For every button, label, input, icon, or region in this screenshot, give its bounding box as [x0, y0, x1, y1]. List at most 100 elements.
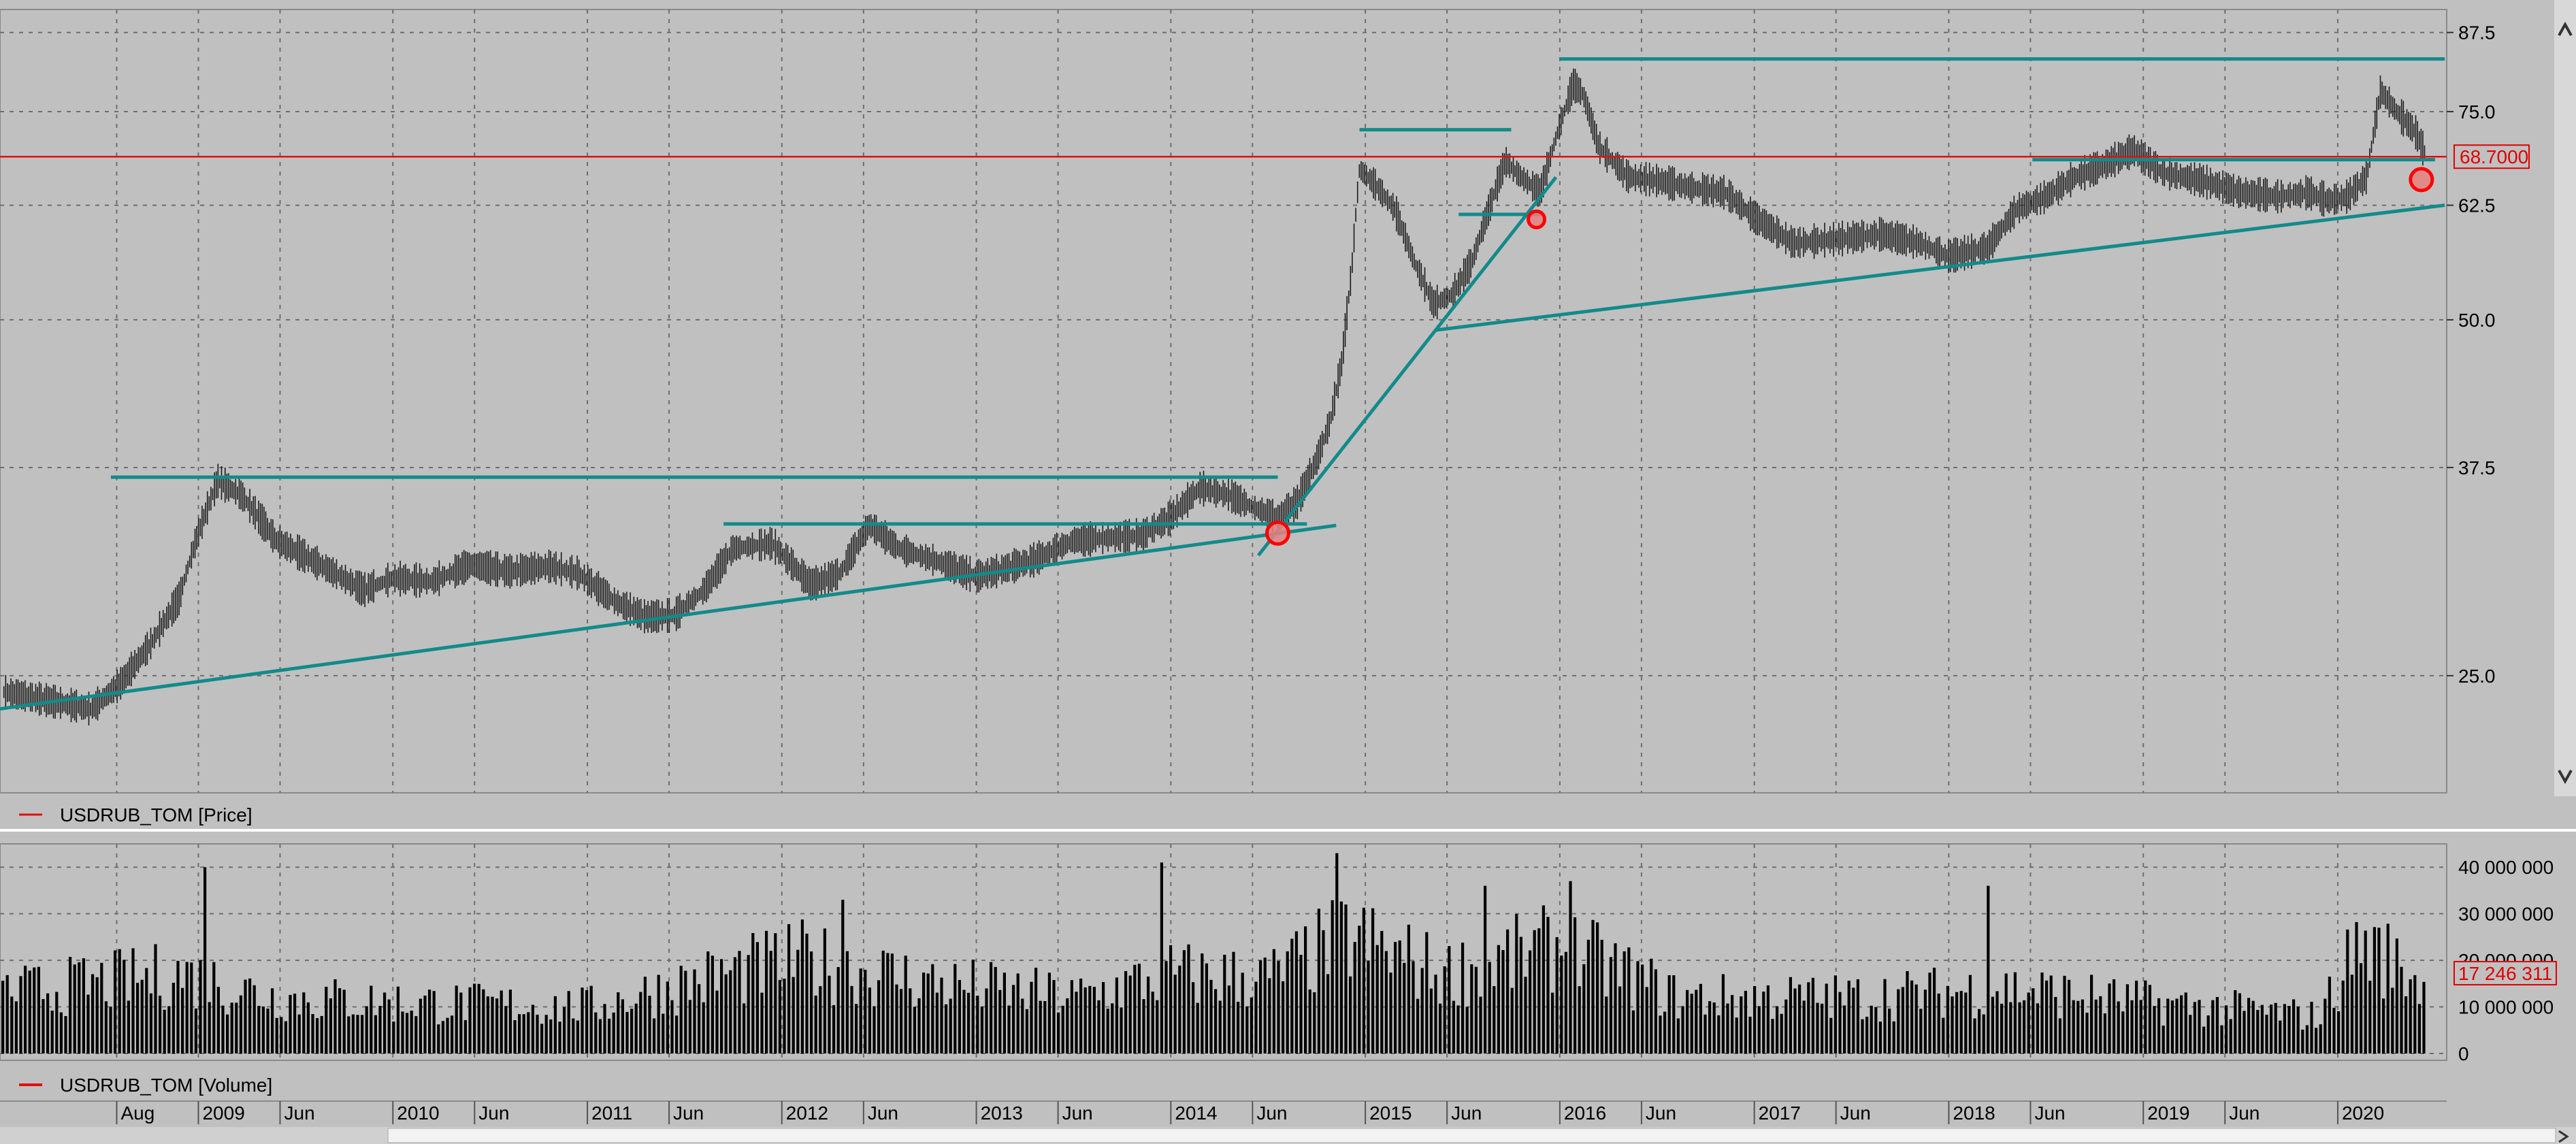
volume-bar	[370, 985, 373, 1053]
volume-bar	[774, 933, 777, 1053]
volume-bar	[976, 996, 979, 1053]
volume-bar	[2189, 1015, 2192, 1053]
volume-bar	[2386, 924, 2390, 1053]
volume-bar	[1380, 930, 1384, 1053]
volume-bar	[572, 1018, 575, 1053]
volume-bar	[598, 1019, 602, 1053]
volume-bar	[769, 951, 772, 1053]
volume-bar	[406, 1013, 409, 1053]
volume-bar	[1147, 976, 1150, 1053]
volume-bar	[2004, 973, 2008, 1053]
volume-bar	[208, 1002, 211, 1053]
volume-bar	[589, 985, 593, 1053]
volume-bar	[216, 986, 220, 1053]
volume-bar	[935, 992, 939, 1053]
volume-bar	[1861, 1019, 1864, 1053]
scroll-right-icon[interactable]	[2558, 1130, 2569, 1143]
volume-bar	[949, 998, 952, 1053]
volume-bar	[248, 978, 252, 1053]
volume-bar	[1047, 973, 1051, 1053]
volume-bar	[2072, 1000, 2075, 1053]
volume-bar	[477, 983, 480, 1053]
volume-bar	[751, 933, 755, 1053]
volume-bar	[1591, 919, 1595, 1053]
volume-bar	[733, 957, 736, 1053]
volume-bar	[1443, 966, 1446, 1053]
scrollbar-thumb[interactable]	[387, 1128, 2556, 1143]
volume-bar	[2319, 1024, 2322, 1053]
volume-bar	[172, 983, 175, 1053]
x-tick-label: 2018	[1953, 1102, 1995, 1124]
volume-bar	[612, 1012, 615, 1053]
volume-bar	[2337, 1011, 2341, 1053]
volume-bar	[2417, 1004, 2421, 1053]
volume-bar	[275, 1017, 278, 1053]
volume-bar	[738, 951, 741, 1053]
volume-bar	[261, 1006, 265, 1053]
volume-bar	[693, 969, 696, 1053]
volume-bar	[1955, 992, 1959, 1053]
volume-bar	[1456, 1005, 1460, 1053]
volume-tick-label: 40 000 000	[2458, 857, 2554, 878]
volume-bar	[1897, 989, 1900, 1053]
volume-bar	[1923, 990, 1927, 1053]
volume-bar	[1277, 961, 1280, 1053]
volume-bar	[1946, 985, 1949, 1053]
scroll-up-icon[interactable]	[2558, 21, 2573, 36]
volume-bar	[2324, 998, 2327, 1053]
volume-bar	[1420, 968, 1424, 1053]
volume-bar	[1721, 974, 1725, 1053]
volume-bar	[2400, 966, 2403, 1053]
volume-bar	[1425, 932, 1429, 1053]
x-tick-label: 2010	[397, 1102, 439, 1124]
volume-bar	[1304, 926, 1307, 1053]
volume-bar	[2279, 1020, 2282, 1053]
scroll-down-icon[interactable]	[2558, 770, 2573, 785]
x-axis: Aug 2009 Jun 2010 Jun 2011 Jun 2012 Jun 2013 Jun 20…	[0, 1100, 2447, 1124]
volume-bar	[2283, 1004, 2286, 1053]
volume-bar	[109, 1007, 112, 1053]
volume-bar	[1025, 1009, 1028, 1053]
volume-bar	[1816, 1002, 1819, 1053]
volume-bar	[698, 984, 701, 1053]
volume-bar	[1906, 970, 1909, 1053]
volume-bar	[2238, 993, 2241, 1053]
volume-bar	[1784, 999, 1788, 1053]
volume-bar	[1128, 975, 1132, 1053]
volume-bar	[2054, 996, 2057, 1053]
vertical-scrollbar[interactable]	[2554, 0, 2576, 796]
volume-bar	[176, 960, 180, 1053]
volume-bar	[351, 1014, 355, 1053]
volume-bar	[1901, 987, 1904, 1053]
volume-bar	[1614, 943, 1617, 1053]
volume-bar	[747, 955, 750, 1053]
volume-bar	[940, 977, 943, 1053]
price-tick-label: 37.5	[2458, 457, 2496, 478]
volume-bar	[131, 948, 135, 1053]
volume-bar	[760, 992, 764, 1053]
volume-bar	[1474, 966, 1478, 1053]
volume-bar	[1546, 917, 1550, 1053]
horizontal-scrollbar[interactable]	[0, 1127, 2576, 1144]
volume-bar	[2198, 1000, 2201, 1053]
volume-bar	[1964, 992, 1968, 1053]
volume-bar	[2391, 987, 2394, 1053]
volume-bar	[302, 992, 306, 1053]
volume-bar	[1120, 1007, 1123, 1053]
volume-bar	[1218, 1000, 1222, 1053]
volume-bar	[2130, 1000, 2134, 1053]
volume-bar	[558, 1022, 561, 1053]
volume-bar	[2373, 927, 2376, 1053]
volume-bar	[1605, 996, 1608, 1053]
volume-bar	[1461, 943, 1465, 1053]
volume-bar	[1959, 991, 1963, 1053]
volume-bar	[895, 984, 898, 1053]
volume-bar	[365, 1006, 368, 1053]
volume-bar	[347, 1016, 350, 1053]
volume-bar	[82, 958, 85, 1053]
volume-bar	[1825, 983, 1828, 1053]
volume-bar	[1384, 951, 1388, 1053]
x-tick-label: Jun	[1840, 1102, 1871, 1124]
volume-bar	[446, 1017, 449, 1053]
volume-bar	[1034, 967, 1038, 1053]
